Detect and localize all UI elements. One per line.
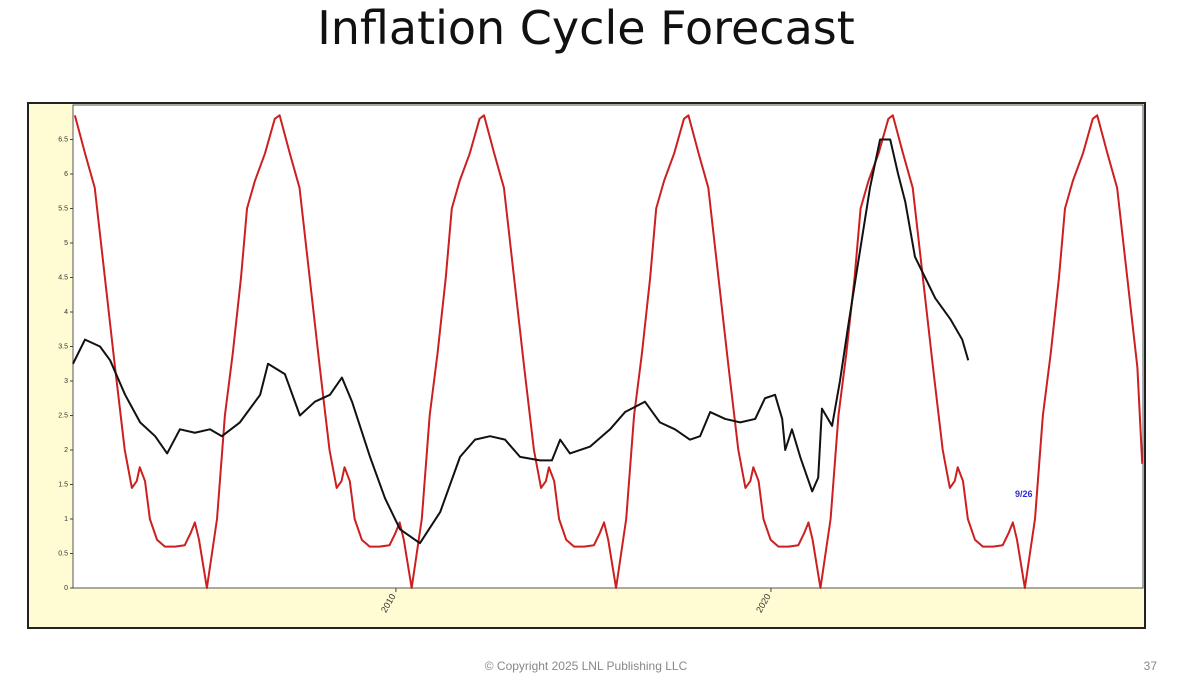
y-tick-label: 5.5	[58, 205, 68, 212]
series-line	[73, 114, 1144, 589]
y-tick-label: 0	[64, 585, 68, 592]
y-tick-label: 6	[64, 171, 68, 178]
y-tick-label: 4	[64, 309, 68, 316]
y-tick-label: 6.5	[58, 136, 68, 143]
y-tick-label: 3.5	[58, 343, 68, 350]
page-number: 37	[1144, 659, 1158, 673]
y-tick-label: 4.5	[58, 274, 68, 281]
y-tick-label: 1.5	[58, 481, 68, 488]
y-tick-label: 2	[64, 447, 68, 454]
y-tick-label: 3	[64, 378, 68, 385]
y-tick-label: 0.5	[58, 550, 68, 557]
copyright: © Copyright 2025 LNL Publishing LLC	[485, 659, 688, 673]
slide-title: Inflation Cycle Forecast	[317, 1, 855, 55]
y-tick-label: 5	[64, 240, 68, 247]
series-line	[72, 138, 970, 545]
y-tick-label: 1	[64, 516, 68, 523]
y-tick-label: 2.5	[58, 412, 68, 419]
annotation: 9/26	[1015, 489, 1033, 499]
